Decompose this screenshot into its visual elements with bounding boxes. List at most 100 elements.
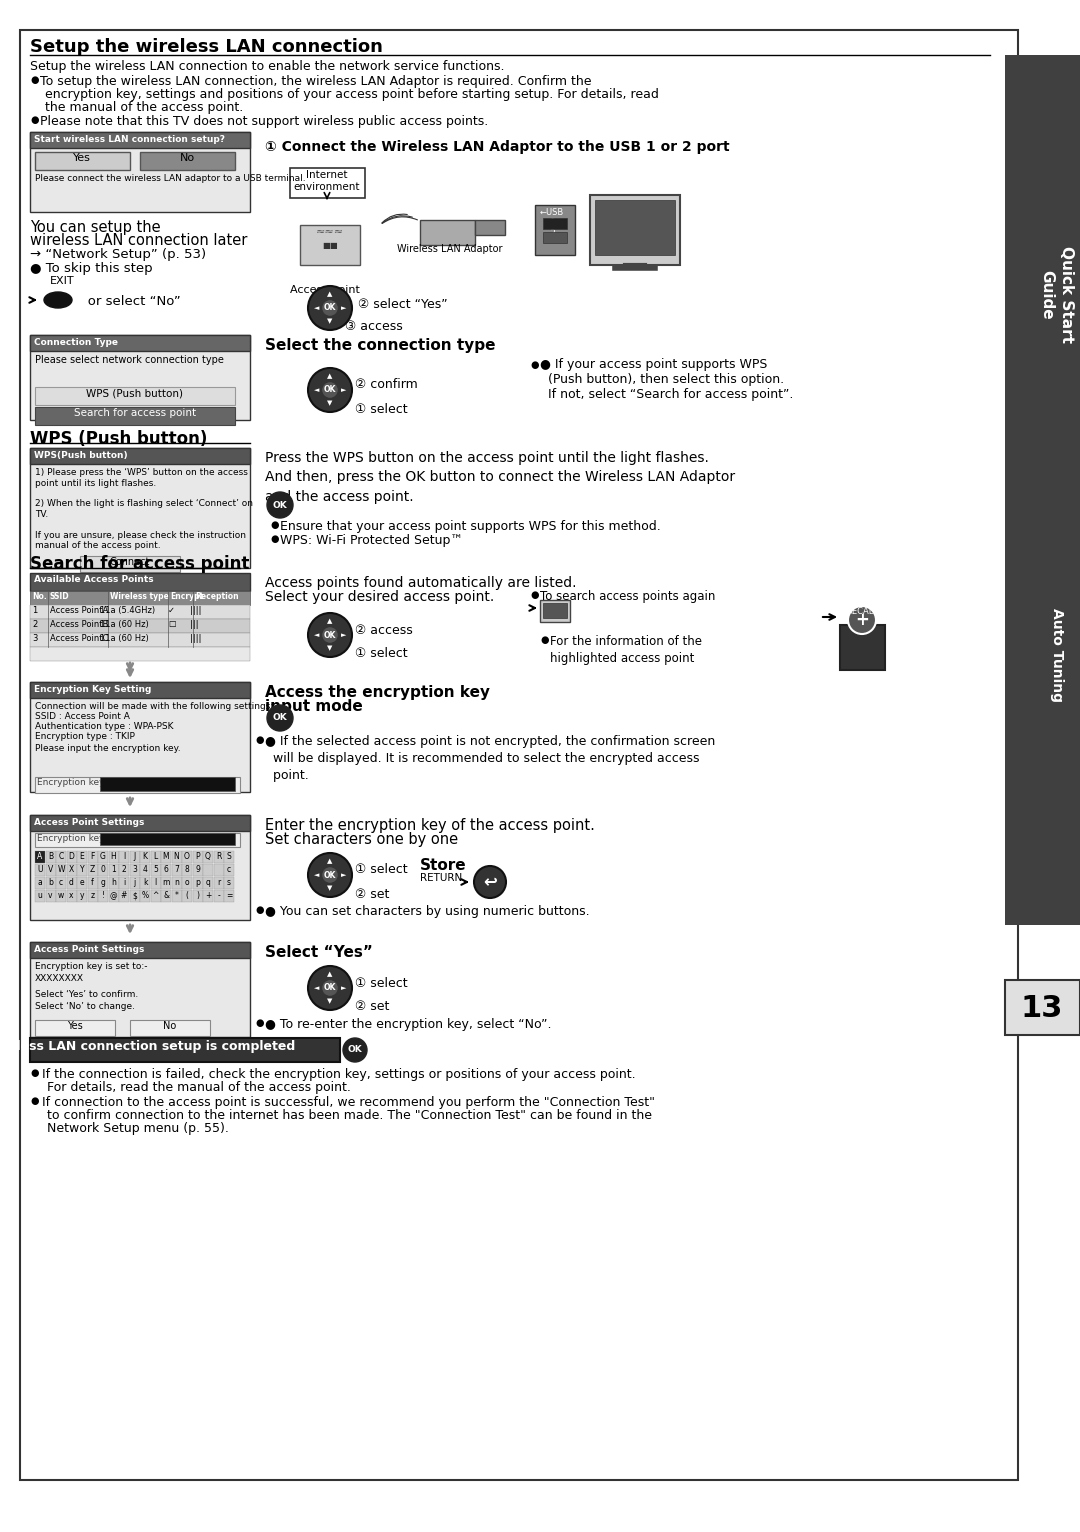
Text: F: F: [91, 852, 95, 861]
Text: → “Network Setup” (p. 53): → “Network Setup” (p. 53): [30, 248, 206, 260]
Text: Z: Z: [90, 866, 95, 873]
Text: Access PointC: Access PointC: [50, 634, 108, 643]
Text: i: i: [123, 878, 125, 887]
Bar: [140, 876, 150, 889]
Text: Setup the wireless LAN connection: Setup the wireless LAN connection: [30, 38, 383, 57]
Text: SSID : Access Point A: SSID : Access Point A: [35, 712, 130, 722]
Text: Reception: Reception: [195, 591, 239, 601]
Bar: [183, 890, 192, 902]
Text: OK: OK: [324, 984, 336, 993]
Circle shape: [267, 492, 293, 518]
Text: =: =: [226, 892, 232, 899]
Text: 6: 6: [163, 866, 168, 873]
Text: R: R: [216, 852, 221, 861]
Bar: [214, 850, 224, 863]
Text: ◄: ◄: [313, 985, 319, 991]
Bar: [119, 876, 129, 889]
Bar: [214, 890, 224, 902]
Text: ≈≈≈: ≈≈≈: [316, 227, 345, 237]
Bar: [30, 815, 249, 830]
Bar: [30, 132, 249, 211]
Text: 13: 13: [1021, 994, 1063, 1023]
Text: g: g: [100, 878, 106, 887]
Text: WPS (Push button): WPS (Push button): [86, 388, 184, 398]
Bar: [183, 876, 192, 889]
Bar: [35, 864, 45, 876]
Text: You can setup the: You can setup the: [30, 221, 161, 234]
Text: w: w: [58, 892, 64, 899]
Bar: [35, 388, 235, 404]
Circle shape: [322, 381, 338, 398]
Text: Please select network connection type: Please select network connection type: [35, 355, 224, 365]
Text: ③ access: ③ access: [345, 320, 403, 332]
Text: -: -: [217, 892, 220, 899]
Bar: [77, 890, 87, 902]
Bar: [475, 221, 505, 234]
Bar: [150, 890, 161, 902]
Text: ►: ►: [341, 305, 347, 311]
Text: u: u: [38, 892, 42, 899]
Bar: [77, 850, 87, 863]
Bar: [98, 850, 108, 863]
Bar: [119, 850, 129, 863]
Bar: [35, 890, 45, 902]
Bar: [108, 864, 119, 876]
Bar: [67, 890, 77, 902]
Text: To setup the wireless LAN connection, the wireless LAN Adaptor is required. Conf: To setup the wireless LAN connection, th…: [40, 75, 592, 87]
Text: ||||: ||||: [190, 634, 202, 643]
Text: Enter the encryption key of the access point.: Enter the encryption key of the access p…: [265, 818, 595, 833]
Text: encryption key, settings and positions of your access point before starting setu: encryption key, settings and positions o…: [45, 87, 659, 101]
Text: Encryption key: Encryption key: [37, 833, 105, 843]
Circle shape: [322, 627, 338, 643]
Text: 1: 1: [111, 866, 116, 873]
Bar: [1005, 980, 1080, 1036]
Text: ② set: ② set: [355, 889, 390, 901]
Text: Please input the encryption key.: Please input the encryption key.: [35, 745, 180, 754]
Bar: [35, 408, 235, 424]
Circle shape: [322, 867, 338, 884]
Text: c: c: [59, 878, 63, 887]
Bar: [119, 864, 129, 876]
Text: ●: ●: [255, 1017, 264, 1028]
Bar: [108, 850, 119, 863]
Text: v: v: [49, 892, 53, 899]
Circle shape: [322, 300, 338, 317]
Bar: [590, 195, 680, 265]
Circle shape: [474, 866, 507, 898]
Bar: [161, 864, 171, 876]
Text: If connection to the access point is successful, we recommend you perform the "C: If connection to the access point is suc…: [42, 1095, 654, 1109]
Text: ●: ●: [270, 535, 279, 544]
Text: Wireless type: Wireless type: [110, 591, 168, 601]
Text: ●: ●: [270, 519, 279, 530]
Bar: [35, 777, 240, 794]
Text: ||||: ||||: [190, 607, 202, 614]
Text: 3: 3: [132, 866, 137, 873]
Bar: [30, 633, 249, 647]
Bar: [300, 225, 360, 265]
Bar: [67, 864, 77, 876]
Bar: [224, 864, 234, 876]
Circle shape: [308, 613, 352, 657]
Bar: [30, 336, 249, 420]
Text: OK: OK: [324, 631, 336, 639]
Text: 9: 9: [195, 866, 200, 873]
Bar: [224, 876, 234, 889]
Circle shape: [308, 286, 352, 329]
Text: ② select “Yes”: ② select “Yes”: [357, 299, 447, 311]
Text: y: y: [80, 892, 84, 899]
Bar: [108, 876, 119, 889]
Text: Access points found automatically are listed.: Access points found automatically are li…: [265, 576, 577, 590]
Text: ▲: ▲: [327, 971, 333, 977]
Text: Access Point Settings: Access Point Settings: [33, 945, 145, 954]
Text: XXXXXXXX: XXXXXXXX: [35, 974, 84, 984]
Bar: [100, 777, 235, 791]
Bar: [130, 1020, 210, 1036]
Text: ▼: ▼: [327, 645, 333, 651]
Bar: [30, 447, 249, 568]
Text: X: X: [69, 866, 75, 873]
Text: to confirm connection to the internet has been made. The "Connection Test" can b: to confirm connection to the internet ha…: [48, 1109, 652, 1121]
Text: m: m: [162, 878, 170, 887]
Text: 4: 4: [143, 866, 148, 873]
Text: input mode: input mode: [265, 699, 363, 714]
Bar: [203, 876, 213, 889]
